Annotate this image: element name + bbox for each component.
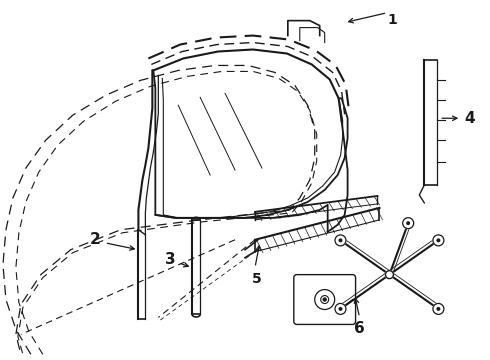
Text: 5: 5 <box>252 272 262 285</box>
Circle shape <box>437 307 441 311</box>
Circle shape <box>386 271 393 279</box>
Circle shape <box>335 235 346 246</box>
Circle shape <box>315 289 335 310</box>
Circle shape <box>403 218 414 229</box>
Text: 6: 6 <box>354 321 365 337</box>
Text: 1: 1 <box>388 13 397 27</box>
FancyBboxPatch shape <box>294 275 356 324</box>
Circle shape <box>321 296 329 303</box>
Circle shape <box>335 303 346 314</box>
Text: 4: 4 <box>464 111 475 126</box>
Circle shape <box>339 238 343 242</box>
Circle shape <box>433 235 444 246</box>
Circle shape <box>339 307 343 311</box>
Circle shape <box>437 238 441 242</box>
Text: 2: 2 <box>90 232 100 247</box>
Text: 3: 3 <box>165 252 175 267</box>
Circle shape <box>406 221 410 225</box>
Circle shape <box>433 303 444 314</box>
Circle shape <box>323 298 326 301</box>
